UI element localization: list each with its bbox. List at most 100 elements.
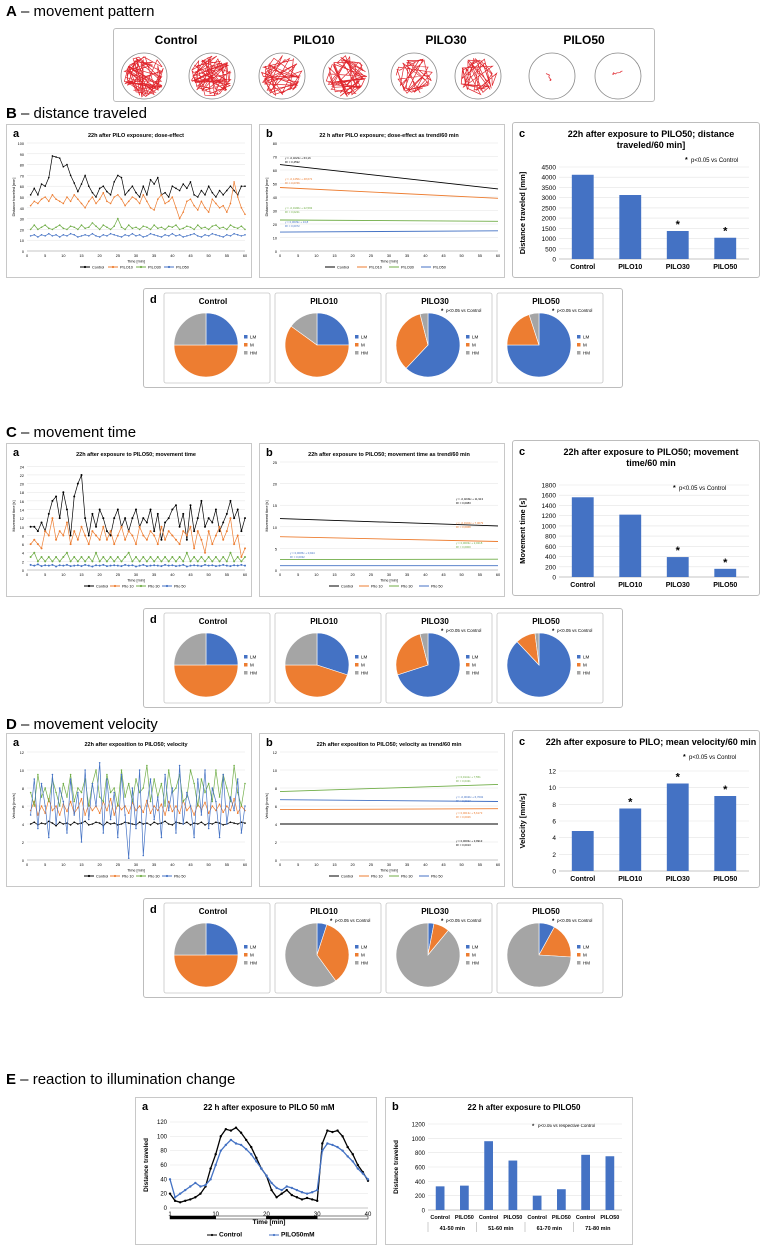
legend-marker (140, 585, 142, 587)
group-label: 61-70 min (537, 1226, 563, 1232)
data-point (55, 156, 57, 158)
data-point (81, 235, 83, 237)
data-point (37, 543, 39, 545)
data-point (157, 565, 159, 567)
data-point (311, 1198, 313, 1200)
data-point (77, 807, 79, 809)
data-point (222, 824, 224, 826)
y-tick-label: 80 (20, 164, 24, 168)
data-point (142, 812, 144, 814)
data-point (110, 819, 112, 821)
significance-star: * (685, 157, 688, 164)
data-point (59, 821, 61, 823)
data-point (95, 534, 97, 536)
data-point (226, 190, 228, 192)
legend-label: Control (341, 585, 353, 589)
data-point (270, 1182, 272, 1184)
data-point (190, 234, 192, 236)
data-point (197, 778, 199, 780)
data-point (237, 565, 239, 567)
data-point (103, 832, 105, 834)
data-point (124, 539, 126, 541)
data-point (63, 801, 65, 803)
x-tick-label: 10 (314, 573, 318, 577)
data-point (171, 564, 173, 566)
data-point (226, 234, 228, 236)
data-point (106, 539, 108, 541)
data-point (186, 810, 188, 812)
x-axis-label: Time [min] (253, 1219, 286, 1226)
data-point (142, 855, 144, 857)
data-point (77, 198, 79, 200)
x-tick-label: 30 (134, 573, 138, 577)
data-point (150, 565, 152, 567)
data-point (219, 526, 221, 528)
x-tick-label: 45 (188, 573, 192, 577)
data-point (240, 530, 242, 532)
panel-letter: c (519, 128, 525, 140)
chart-title: time/60 min (626, 458, 676, 468)
data-point (164, 234, 166, 236)
data-point (44, 196, 46, 198)
data-point (175, 560, 177, 562)
significance-star: * (723, 784, 728, 796)
data-point (190, 805, 192, 807)
data-point (77, 236, 79, 238)
data-point (219, 837, 221, 839)
data-point (124, 796, 126, 798)
data-point (179, 1192, 181, 1194)
trend-equation: R² = 0,0026 (456, 815, 471, 819)
light-phase-bar (216, 1216, 267, 1219)
legend-swatch (577, 953, 581, 957)
x-axis-label: Time [min] (380, 260, 398, 264)
data-point (106, 191, 108, 193)
data-point (230, 203, 232, 205)
data-point (30, 526, 32, 528)
data-point (186, 534, 188, 536)
legend-label: M (361, 343, 365, 348)
bar-pilo50 (714, 238, 736, 259)
chart-title: 22h after exposition to PILO50; velocity… (317, 742, 463, 748)
data-point (113, 822, 115, 824)
x-tick-label: 40 (423, 863, 427, 867)
data-point (132, 196, 134, 198)
data-point (77, 539, 79, 541)
legend-label: LM (583, 945, 590, 950)
data-point (241, 185, 243, 187)
data-point (77, 823, 79, 825)
x-tick-label: 50 (207, 863, 211, 867)
y-tick-label: 0 (552, 257, 556, 264)
x-tick-label: 60 (243, 254, 247, 258)
data-point (179, 765, 181, 767)
legend-marker (114, 585, 116, 587)
data-point (41, 198, 43, 200)
data-point (237, 228, 239, 230)
data-point (70, 175, 72, 177)
data-point (95, 225, 97, 227)
data-point (30, 556, 32, 558)
y-axis-label: Velocity [mm/s] (12, 793, 16, 819)
data-point (175, 787, 177, 789)
data-point (186, 235, 188, 237)
x-tick-label: 15 (332, 573, 336, 577)
data-point (59, 224, 61, 226)
data-point (197, 565, 199, 567)
data-point (70, 824, 72, 826)
data-point (51, 564, 53, 566)
data-point (102, 517, 104, 519)
data-point (44, 224, 46, 226)
legend-label: Pilo 50 (431, 875, 443, 879)
data-point (73, 194, 75, 196)
data-point (139, 526, 141, 528)
y-tick-label: 0 (22, 859, 24, 863)
significance-legend: p<0.05 vs Control (557, 308, 592, 313)
data-point (106, 226, 108, 228)
x-axis-label: Time [min] (127, 579, 145, 583)
panel-letter: d (150, 294, 157, 306)
significance-legend: p<0.05 vs Control (557, 918, 592, 923)
